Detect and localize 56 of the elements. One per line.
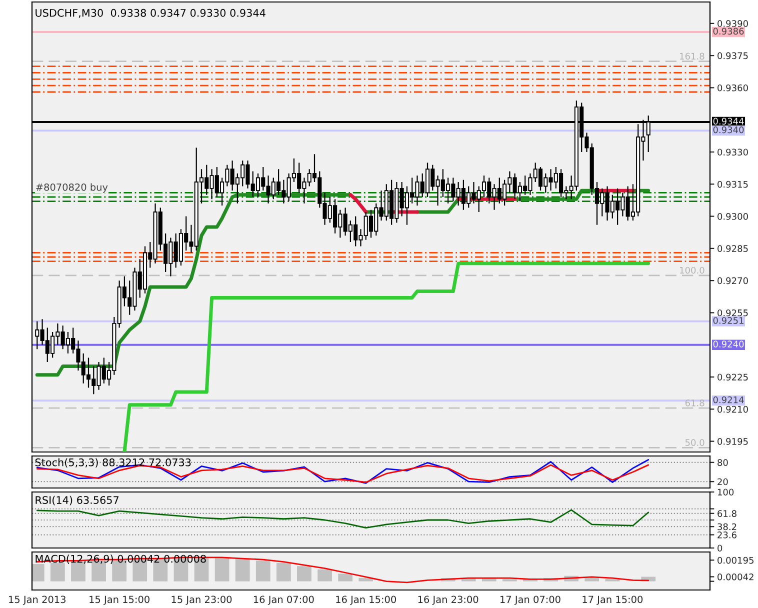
line-series [122,262,650,452]
ref-line-label: 0.9386 [713,28,744,35]
line-series [36,459,650,484]
bar [358,578,374,582]
y-tick-label: 0.9195 [718,438,748,445]
chart-title: RSI(14) 63.5657 [36,496,119,506]
chart-title: Stoch(5,3,3) 88.3212 72.0733 [35,458,191,468]
x-tick-label: 17 Jan 15:00 [582,596,643,605]
line-series [36,556,650,584]
annotation: 50.0 [685,439,704,446]
y-tick-label: 61.8 [718,510,736,517]
x-tick-label: 15 Jan 23:00 [172,596,232,605]
bar [50,562,65,582]
x-tick-label: 15 Jan 15:00 [90,596,150,605]
ref-line-label: 0.9344 [713,118,744,125]
ref-line-label: 0.9340 [713,126,744,134]
line-series [36,509,650,529]
bar [276,562,291,582]
ref-line-label: #8070820 buy [36,183,108,193]
y-tick-label: 0.9225 [718,374,748,381]
x-tick-label: 16 Jan 15:00 [336,596,396,605]
y-tick-label: 0.9360 [718,84,748,92]
annotation: 61.8 [685,399,704,406]
annotation: 100.0 [680,266,704,274]
y-tick-label: 38.2 [718,523,736,530]
bar [214,557,230,582]
y-tick-label: 0.9270 [718,277,748,284]
y-tick-label: 0.00042 [718,573,754,580]
ref-line-label: 0.9214 [713,396,744,404]
x-tick-label: 16 Jan 07:00 [254,596,314,605]
y-tick-label: 0.9255 [718,309,748,316]
annotation: 161.8 [680,52,704,60]
y-tick-label: 0.9390 [718,20,748,27]
bar [338,574,353,582]
y-tick-label: 0.9210 [718,406,748,413]
x-tick-label: 17 Jan 07:00 [500,596,560,605]
y-tick-label: 20 [718,478,728,486]
bar [256,560,270,582]
y-tick-label: 80 [718,459,728,466]
text: USDCHF,M30 0.9338 0.9347 0.9330 0.9344 [36,8,266,18]
y-tick-label: 0.9375 [718,52,748,60]
y-tick-label: 0.9315 [718,180,748,188]
y-tick-label: 100 [718,488,734,496]
bar [318,569,332,582]
y-tick-label: 0 [718,544,722,552]
x-tick-label: 16 Jan 23:00 [418,596,478,605]
ref-line-label: 0.9240 [713,340,744,348]
ref-line-label: 0.9251 [713,317,744,324]
y-tick-label: 0.9285 [718,245,748,252]
y-tick-label: 0.9300 [718,213,748,220]
y-tick-label: 0.00195 [718,556,754,564]
y-tick-label: 23.6 [718,532,736,538]
x-tick-label: 15 Jan 2013 [9,596,66,605]
bar [297,566,312,582]
y-tick-label: 0.9330 [718,148,748,156]
bar [235,558,250,582]
